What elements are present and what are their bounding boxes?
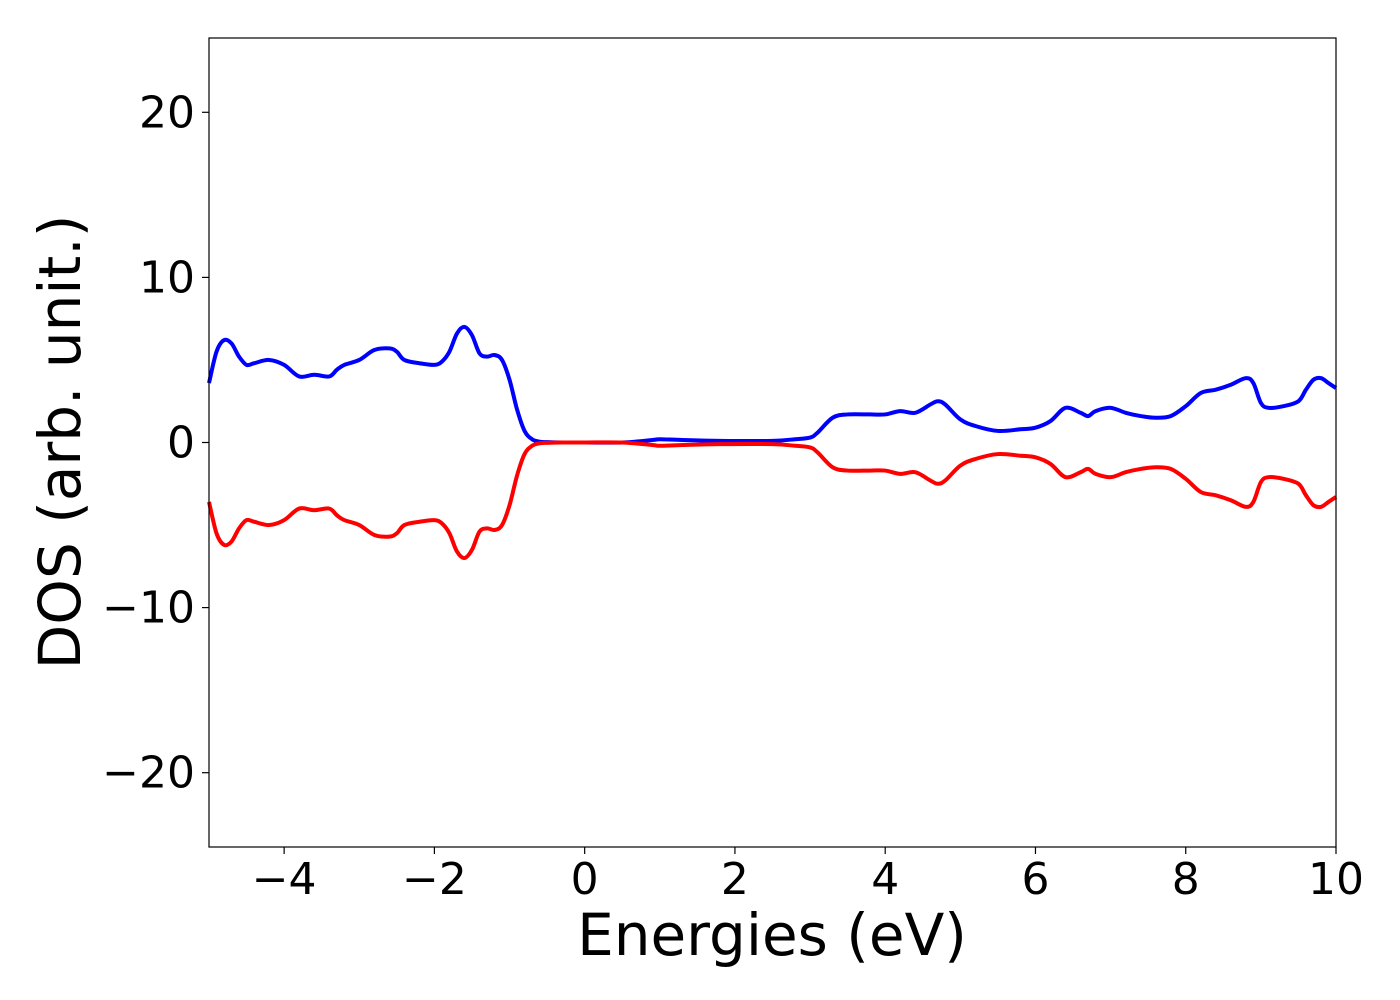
- x-tick-label: 8: [1172, 854, 1200, 905]
- dos-line-up: [207, 324, 1338, 445]
- x-tick-label: 2: [721, 854, 749, 905]
- x-tick-label: 4: [871, 854, 899, 905]
- y-tick-label: −10: [102, 583, 195, 634]
- x-tick-label: 6: [1021, 854, 1049, 905]
- y-tick-label: −20: [102, 748, 195, 799]
- x-tick-label: −4: [252, 854, 317, 905]
- x-axis-label: Energies (eV): [577, 901, 967, 969]
- x-axis-ticks: −4 −2 0 2 4 6 8 10: [252, 847, 1364, 905]
- x-tick-label: 10: [1308, 854, 1364, 905]
- y-tick-label: 20: [139, 87, 195, 138]
- x-tick-label: 0: [571, 854, 599, 905]
- x-tick-label: −2: [402, 854, 467, 905]
- y-tick-label: 0: [167, 418, 195, 469]
- series-layer: [207, 324, 1338, 561]
- dos-line-down: [207, 440, 1338, 561]
- y-axis-label: DOS (arb. unit.): [26, 215, 94, 670]
- y-axis-ticks: −20 −10 0 10 20: [102, 87, 209, 799]
- plot-frame: [208, 37, 1337, 848]
- y-tick-label: 10: [139, 252, 195, 303]
